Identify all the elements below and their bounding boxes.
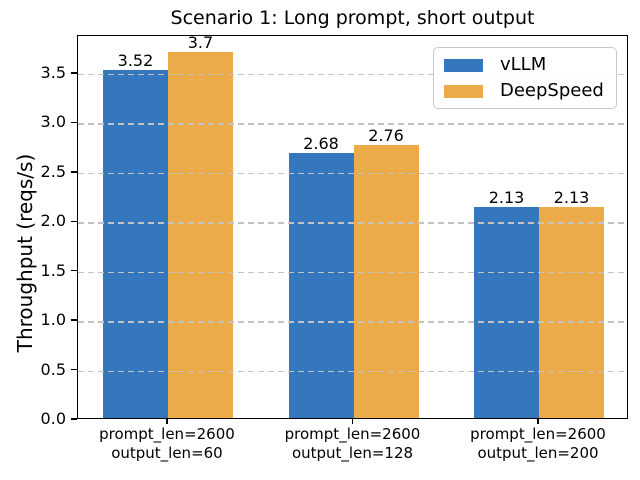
y-tick-mark (71, 220, 77, 222)
y-gridline (78, 74, 627, 76)
chart-title: Scenario 1: Long prompt, short output (170, 7, 535, 29)
bar-value-label: 2.76 (368, 126, 404, 146)
bar-value-label: 3.7 (187, 33, 214, 53)
y-tick-label: 0.5 (40, 359, 66, 379)
y-gridline (78, 123, 627, 125)
legend-swatch (444, 84, 483, 98)
y-tick-mark (71, 121, 77, 124)
bar-deepspeed-1 (353, 145, 419, 418)
y-tick-mark (71, 319, 77, 321)
legend-item-vllm: vLLM (434, 55, 616, 75)
y-tick-mark (71, 418, 77, 420)
x-tick-mark (166, 419, 168, 424)
legend-swatch (444, 58, 483, 72)
x-tick-mark (537, 419, 539, 424)
y-tick-label: 1.0 (40, 310, 66, 330)
bar-deepspeed-0 (167, 52, 233, 418)
bar-vllm-1 (288, 153, 354, 418)
y-gridline (78, 370, 627, 372)
y-gridline (78, 271, 627, 274)
x-tick-mark (351, 419, 354, 424)
bar-value-label: 2.13 (553, 188, 590, 208)
y-tick-label: 1.5 (40, 260, 66, 280)
y-gridline (78, 172, 627, 175)
y-gridline (78, 321, 627, 323)
bar-value-label: 2.68 (303, 134, 339, 154)
legend-label: vLLM (500, 54, 547, 75)
x-tick-label: prompt_len=2600 output_len=128 (284, 425, 421, 462)
y-tick-label: 3.5 (40, 63, 66, 83)
x-tick-label: prompt_len=2600 output_len=200 (470, 425, 606, 462)
y-tick-mark (71, 72, 77, 74)
y-tick-mark (71, 368, 77, 371)
y-tick-mark (71, 270, 77, 272)
x-tick-label: prompt_len=2600 output_len=60 (99, 425, 235, 462)
legend: vLLM DeepSpeed (433, 47, 617, 109)
bar-value-label: 3.52 (117, 51, 154, 71)
y-tick-label: 2.5 (40, 161, 66, 181)
bar-deepspeed-2 (539, 207, 605, 418)
bar-vllm-2 (474, 207, 540, 418)
y-tick-label: 0.0 (40, 409, 66, 428)
bar-value-label: 2.13 (488, 188, 525, 208)
y-tick-mark (71, 171, 77, 173)
legend-item-deepspeed: DeepSpeed (434, 81, 616, 101)
bar-vllm-0 (102, 70, 168, 418)
y-tick-label: 3.0 (40, 112, 66, 132)
y-tick-label: 2.0 (40, 211, 66, 231)
legend-label: DeepSpeed (500, 80, 604, 101)
y-gridline (78, 222, 627, 224)
